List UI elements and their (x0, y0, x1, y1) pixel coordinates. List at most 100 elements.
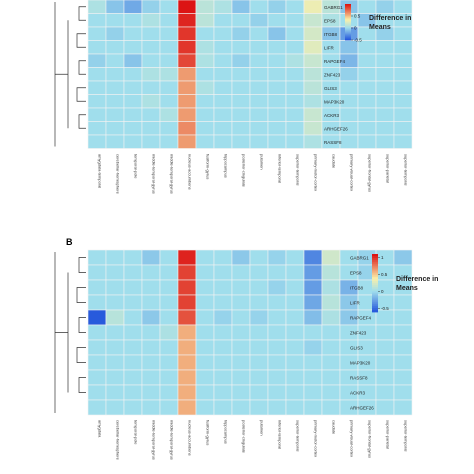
legend-tick-label: 0.5 (381, 272, 388, 277)
heatmap-cell (285, 53, 305, 68)
heatmap-cell (231, 107, 251, 122)
legend-tick-label: -0.5 (354, 38, 362, 43)
heatmap-cell (267, 80, 287, 95)
heatmap-cell (87, 94, 107, 109)
column-label: caudate (332, 420, 337, 435)
heatmap-cell (177, 67, 197, 82)
heatmap-cell (303, 67, 323, 82)
column-label: putamen (260, 154, 265, 170)
legend-title: Difference in (396, 276, 438, 283)
heatmap-cell (123, 294, 143, 311)
legend-gradient-step (345, 11, 351, 13)
heatmap-cell (87, 294, 107, 311)
heatmap-cell (321, 354, 341, 371)
heatmap-cell (303, 354, 323, 371)
legend-title: Difference in (369, 15, 411, 22)
heatmap-cell (375, 121, 395, 136)
legend-gradient-step (372, 288, 378, 292)
heatmap-cell (285, 369, 305, 386)
heatmap-cell (357, 53, 377, 68)
heatmap-cell (177, 369, 197, 386)
heatmap-cell (375, 309, 395, 326)
column-label: cerebellar-hemisphere (116, 420, 121, 461)
heatmap-cell (177, 279, 197, 296)
heatmap-cell (105, 384, 125, 401)
column-label: inferior-temporal (278, 420, 283, 449)
heatmap-cell (249, 354, 269, 371)
row-label: LIFR (324, 45, 335, 50)
column-label: superior-temporal (296, 154, 301, 185)
legend-gradient-step (372, 269, 378, 272)
heatmap-cell (231, 324, 251, 341)
heatmap-cell (105, 94, 125, 109)
heatmap-cell (105, 0, 125, 14)
legend-gradient-step (372, 267, 378, 270)
heatmap-cell (267, 324, 287, 341)
heatmap-cell (231, 339, 251, 356)
heatmap-cell (159, 339, 179, 356)
heatmap-cell (303, 40, 323, 55)
row-label: GABRG1 (324, 5, 343, 10)
heatmap-cell (105, 399, 125, 416)
heatmap-cell (195, 354, 215, 371)
heatmap-cell (393, 369, 413, 386)
column-label: amygdala-temporal (98, 154, 103, 188)
panel-label: B (66, 237, 73, 247)
heatmap-cell (213, 249, 233, 266)
dendrogram-link (78, 6, 86, 21)
heatmap-cell (87, 354, 107, 371)
row-dendrogram (54, 252, 86, 413)
column-label: primary-motor-cortex (314, 420, 319, 457)
legend-gradient-step (345, 26, 351, 29)
heatmap-cell (303, 13, 323, 28)
legend-gradient-step (345, 38, 351, 41)
row-label: LIFR (350, 301, 361, 306)
legend: 1 0.5 0 -0.5 Difference in Means (372, 254, 438, 313)
heatmap-panel-a: GABRG1 EPS8 ITGB8 LIFR RAPGEF4 ZNF423 GLIS3 MAP… (54, 0, 413, 195)
heatmap-cell (393, 67, 413, 82)
heatmap-cell (231, 67, 251, 82)
legend-gradient-step (372, 304, 378, 307)
heatmap-cell (393, 249, 413, 266)
row-label: GLIS3 (350, 346, 363, 351)
heatmap-cell (195, 67, 215, 82)
heatmap-cell (231, 294, 251, 311)
heatmap-cell (195, 324, 215, 341)
heatmap-cell (303, 324, 323, 341)
legend-gradient-step (345, 29, 351, 31)
heatmap-cell (123, 107, 143, 122)
heatmap-cell (177, 53, 197, 68)
heatmap-cell (303, 94, 323, 109)
heatmap-cell (339, 107, 359, 122)
row-label: EPS8 (350, 271, 362, 276)
heatmap-cell (285, 384, 305, 401)
heatmap-cell (231, 264, 251, 281)
heatmap-cell (141, 94, 161, 109)
heatmap-cell (357, 0, 377, 14)
dendrogram-link (78, 377, 86, 393)
heatmap-cell (285, 294, 305, 311)
heatmap-cell (267, 309, 287, 326)
legend-gradient-step (372, 263, 378, 266)
legend-gradient-step (345, 13, 351, 16)
heatmap-cell (267, 40, 287, 55)
column-label: superior-temporal (404, 154, 409, 185)
heatmap-cell (249, 399, 269, 416)
heatmap-cell (159, 107, 179, 122)
heatmap-cell (123, 121, 143, 136)
legend-gradient-step (345, 28, 351, 30)
heatmap-cell (375, 0, 395, 14)
heatmap-cell (123, 369, 143, 386)
heatmap-cell (123, 384, 143, 401)
heatmap-cell (267, 53, 287, 68)
heatmap-cell (141, 279, 161, 296)
heatmap-cell (195, 339, 215, 356)
heatmap-cell (159, 67, 179, 82)
row-label: ZNF423 (324, 72, 341, 77)
heatmap-cell (123, 279, 143, 296)
heatmap-cell (159, 121, 179, 136)
heatmap-cell (393, 0, 413, 14)
dendrogram-link (76, 33, 86, 48)
column-label: superior-temporal (404, 420, 409, 451)
heatmap-cell (177, 26, 197, 41)
